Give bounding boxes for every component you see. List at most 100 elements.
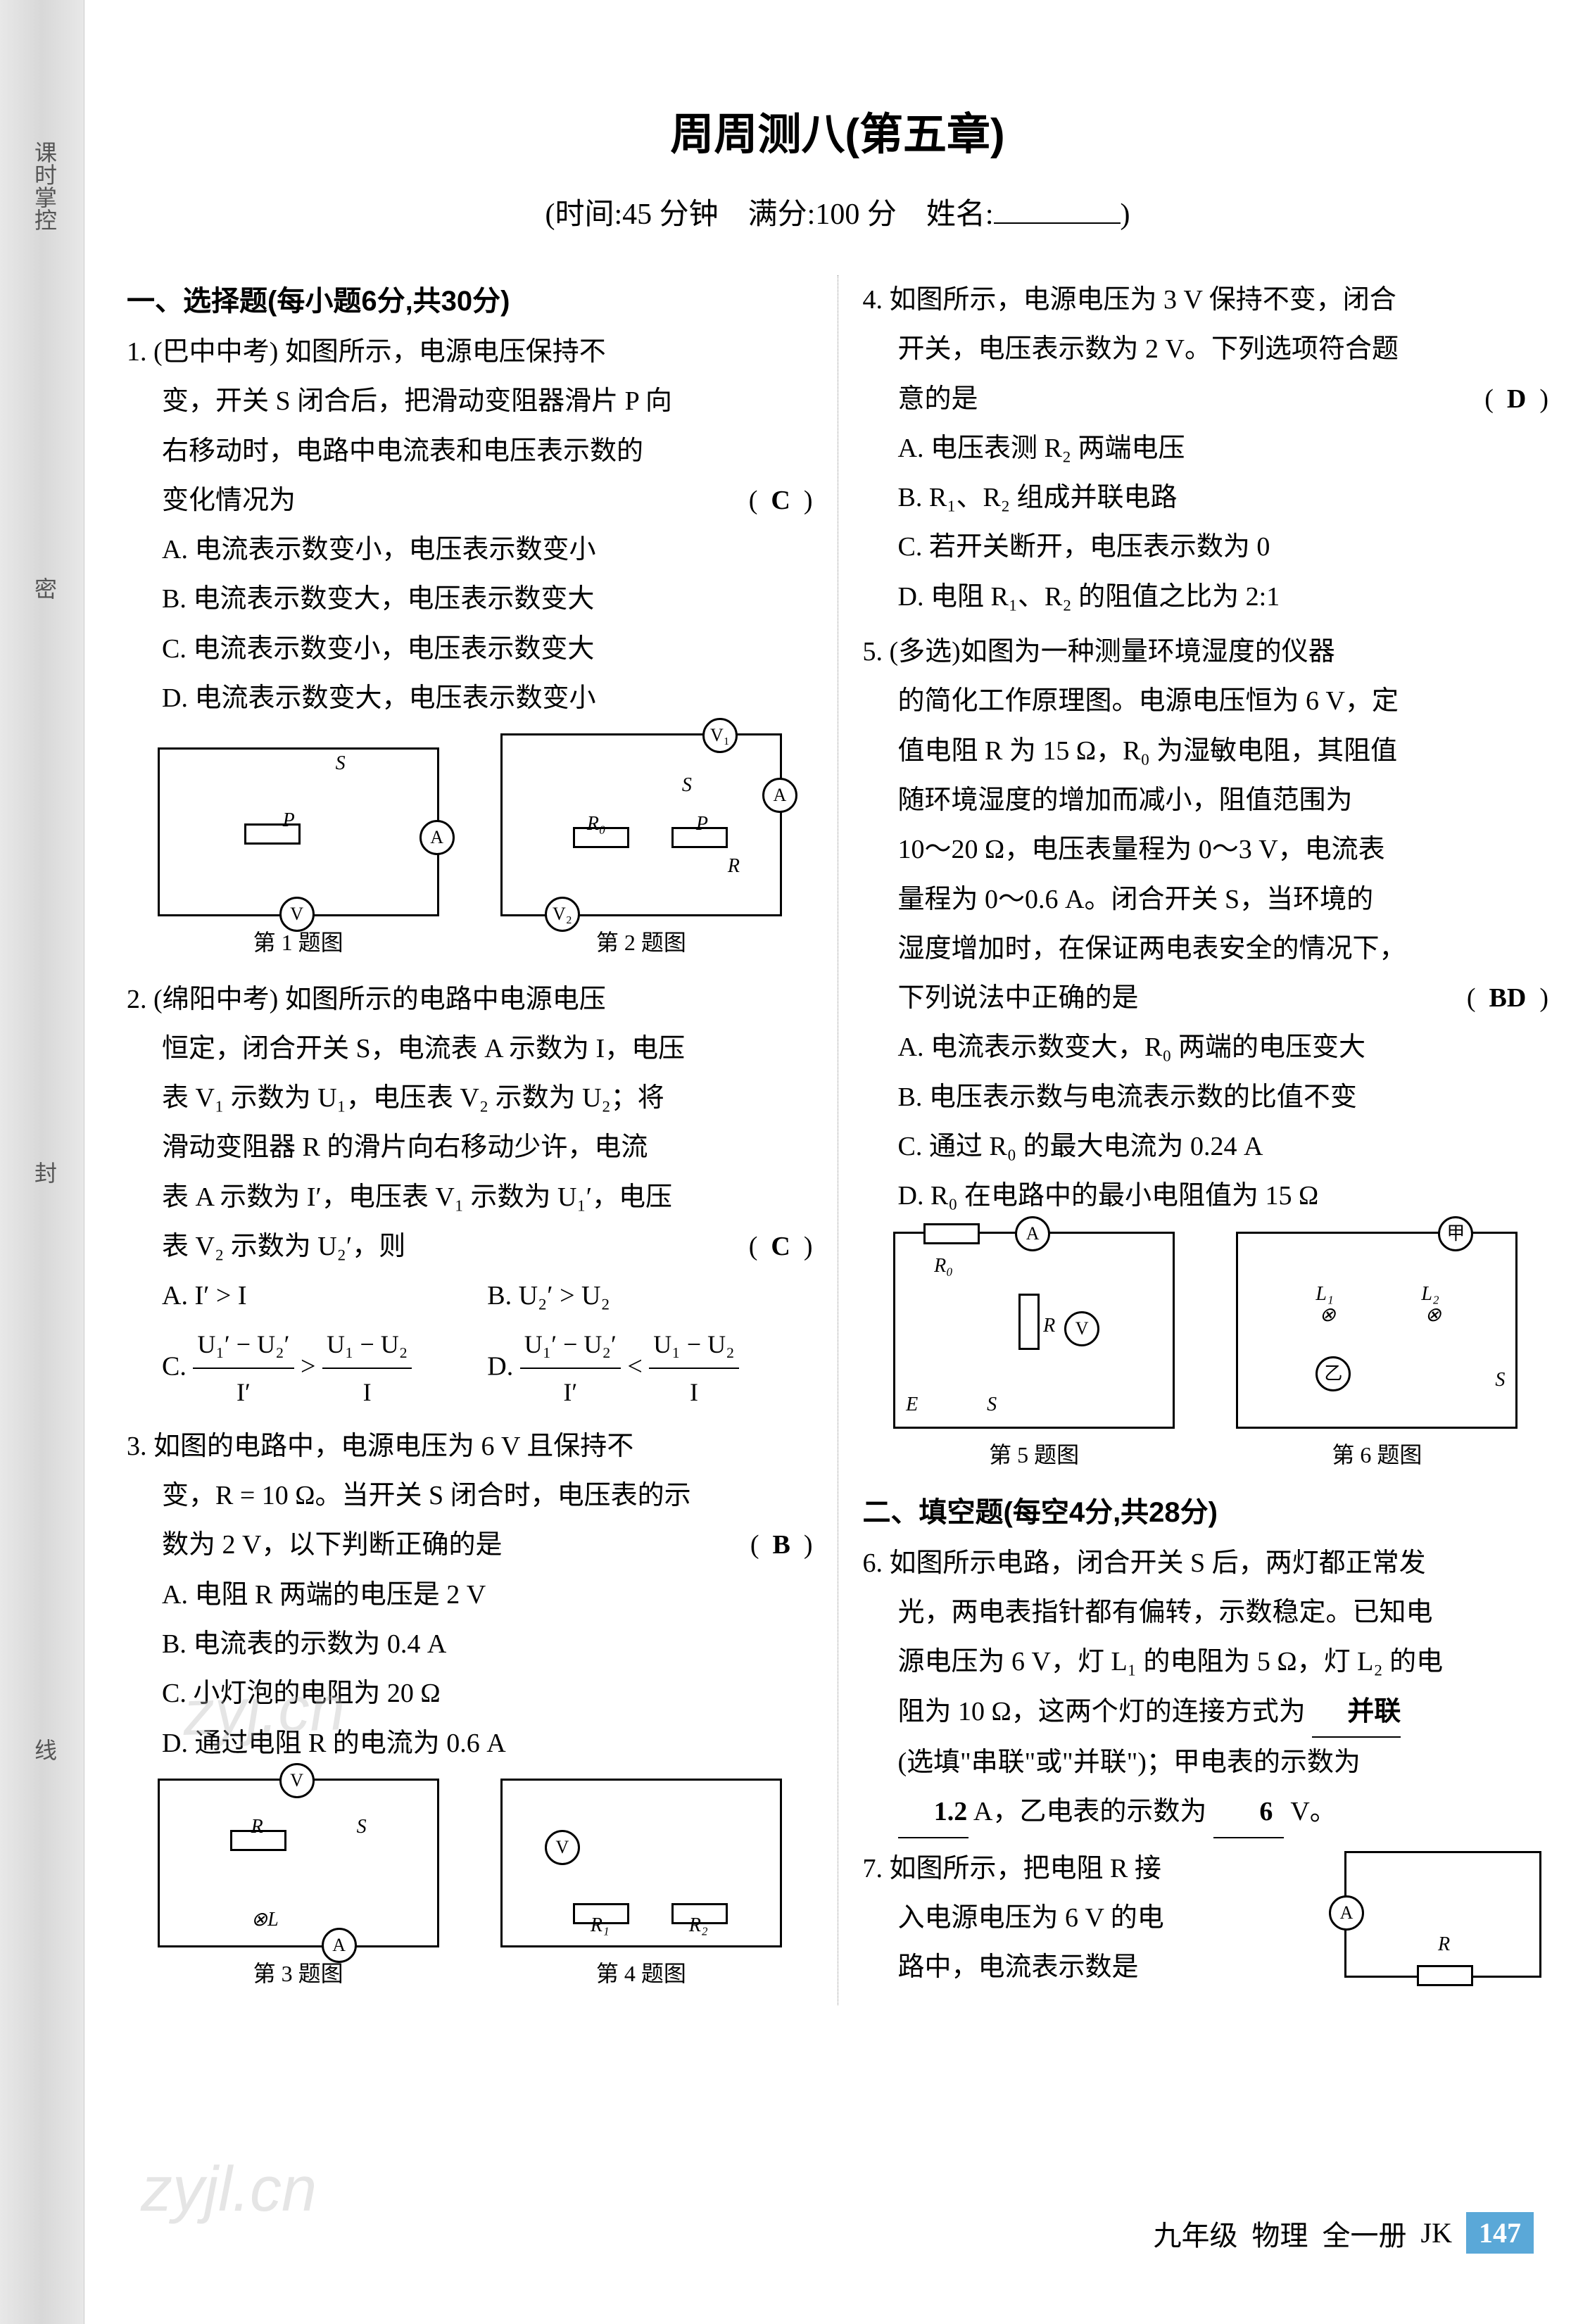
q1-line-c: 右移动时，电路中电流表和电压表示数的 xyxy=(127,427,813,476)
q4-line-a: 4. 如图所示，电源电压为 3 V 保持不变，闭合 xyxy=(863,275,1549,324)
voltmeter-icon: V xyxy=(279,1763,315,1798)
q1-answer-paren: ( C ) xyxy=(714,476,813,525)
q3-option-b: B. 电流表的示数为 0.4 A xyxy=(127,1619,813,1669)
q2d-f2d: I xyxy=(649,1369,738,1416)
label-s: S xyxy=(1495,1362,1505,1398)
q1-option-a: A. 电流表示数变小，电压表示数变小 xyxy=(127,525,813,574)
figure-6-box: 甲 乙 ⊗ L₁ ⊗ L₂ S 第 6 题图 xyxy=(1236,1232,1518,1476)
q5-option-c: C. 通过 R₀ 的最大电流为 0.24 A xyxy=(863,1122,1549,1171)
figure-4-box: V R₁ R₂ 第 4 题图 xyxy=(500,1779,782,1995)
q1-answer: C xyxy=(771,486,790,515)
label-l1-text: L₁ xyxy=(1315,1276,1333,1313)
q2-options-ab: A. I′ > I B. U₂′ > U₂ xyxy=(127,1271,813,1320)
figure-5-box: A V R₀ R E S 第 5 题图 xyxy=(893,1232,1175,1476)
q6-line-e: (选填"串联"或"并联")；甲电表的示数为 xyxy=(863,1738,1549,1787)
q3-line-b: 变，R = 10 Ω。当开关 S 闭合时，电压表的示 xyxy=(127,1471,813,1520)
question-1: 1. (巴中中考) 如图所示，电源电压保持不 变，开关 S 闭合后，把滑动变阻器… xyxy=(127,327,813,723)
question-6: 6. 如图所示电路，闭合开关 S 后，两灯都正常发 光，两电表指针都有偏转，示数… xyxy=(863,1539,1549,1838)
label-p: P xyxy=(696,806,708,842)
q2-option-a: A. I′ > I xyxy=(162,1271,487,1320)
label-l2-text: L₂ xyxy=(1421,1276,1439,1313)
figure-row-3-4: V A R S ⊗L 第 3 题图 V R₁ R₂ xyxy=(127,1779,813,1995)
q2c-f2d: I xyxy=(322,1369,412,1416)
q6-blank-2[interactable]: 1.2 xyxy=(898,1787,968,1838)
resistor-r-icon xyxy=(1018,1294,1040,1350)
label-r: R xyxy=(728,848,740,885)
q5-stem-end: 下列说法中正确的是 xyxy=(898,983,1139,1013)
voltmeter-v1-icon: V₁ xyxy=(702,718,738,753)
section-1-header: 一、选择题(每小题6分,共30分) xyxy=(127,275,813,327)
q2d-mid: < xyxy=(621,1351,649,1381)
q3-line-c: 数为 2 V，以下判断正确的是 ( B ) xyxy=(127,1520,813,1570)
q4-line-c: 意的是 ( D ) xyxy=(863,374,1549,424)
q3-option-c: C. 小灯泡的电阻为 20 Ω xyxy=(127,1669,813,1718)
figure-5-caption: 第 5 题图 xyxy=(893,1434,1175,1476)
two-column-layout: 一、选择题(每小题6分,共30分) 1. (巴中中考) 如图所示，电源电压保持不… xyxy=(127,275,1548,2005)
q2-answer-paren: ( C ) xyxy=(714,1222,813,1271)
q5-line-e: 10～20 Ω，电压表量程为 0～3 V，电流表 xyxy=(863,825,1549,874)
label-r2: R₂ xyxy=(689,1907,708,1944)
q6-line-c: 源电压为 6 V，灯 L₁ 的电阻为 5 Ω，灯 L₂ 的电 xyxy=(863,1637,1549,1686)
circuit-diagram-6: 甲 乙 ⊗ L₁ ⊗ L₂ S xyxy=(1236,1232,1518,1429)
q2-line-b: 恒定，闭合开关 S，电流表 A 示数为 I，电压 xyxy=(127,1024,813,1073)
figure-row-1-2: A V P S 第 1 题图 V₁ A V₂ R₀ xyxy=(127,733,813,964)
q4-option-d: D. 电阻 R₁、R₂ 的阻值之比为 2:1 xyxy=(863,572,1549,621)
q3-stem-end: 数为 2 V，以下判断正确的是 xyxy=(162,1530,502,1560)
q4-stem-end: 意的是 xyxy=(898,384,978,414)
q4-answer-paren: ( D ) xyxy=(1449,374,1548,424)
q3-line-a: 3. 如图的电路中，电源电压为 6 V 且保持不 xyxy=(127,1422,813,1471)
label-s: S xyxy=(357,1809,367,1845)
figure-3-box: V A R S ⊗L 第 3 题图 xyxy=(158,1779,439,1995)
q4-line-b: 开关，电压表示数为 2 V。下列选项符合题 xyxy=(863,324,1549,374)
circuit-diagram-2: V₁ A V₂ R₀ R P S xyxy=(500,733,782,916)
q6-line-f: 1.2 A，乙电表的示数为 6 V。 xyxy=(863,1787,1549,1838)
q2-line-a: 2. (绵阳中考) 如图所示的电路中电源电压 xyxy=(127,975,813,1024)
q1-option-c: C. 电流表示数变小，电压表示数变大 xyxy=(127,624,813,674)
resistor-r-icon xyxy=(1417,1965,1473,1986)
subtitle-close: ) xyxy=(1121,198,1130,231)
meter-jia-icon: 甲 xyxy=(1438,1216,1473,1251)
voltmeter-v2-icon: V₂ xyxy=(545,897,580,932)
q2c-frac1: U₁′ − U₂′I′ xyxy=(193,1321,294,1416)
circuit-diagram-1: A V P S xyxy=(158,747,439,916)
q6-line-b: 光，两电表指针都有偏转，示数稳定。已知电 xyxy=(863,1588,1549,1637)
name-blank[interactable] xyxy=(994,217,1121,224)
voltmeter-icon: V xyxy=(545,1830,580,1865)
q7-line-b: 入电源电压为 6 V 的电 xyxy=(863,1893,1313,1943)
ammeter-icon: A xyxy=(762,778,797,813)
right-column: 4. 如图所示，电源电压为 3 V 保持不变，闭合 开关，电压表示数为 2 V。… xyxy=(863,275,1549,2005)
q2d-f1n: U₁′ − U₂′ xyxy=(520,1321,621,1370)
q2-options-cd: C. U₁′ − U₂′I′ > U₁ − U₂I D. U₁′ − U₂′I′… xyxy=(127,1321,813,1416)
figure-row-5-6: A V R₀ R E S 第 5 题图 甲 乙 ⊗ xyxy=(863,1232,1549,1476)
question-7: 7. 如图所示，把电阻 R 接 入电源电压为 6 V 的电 路中，电流表示数是 … xyxy=(863,1844,1549,1993)
q3-answer: B xyxy=(772,1530,790,1560)
q2d-f2n: U₁ − U₂ xyxy=(649,1321,738,1370)
q5-line-h: 下列说法中正确的是 ( BD ) xyxy=(863,973,1549,1023)
q2d-pre: D. xyxy=(487,1351,519,1381)
question-5: 5. (多选)如图为一种测量环境湿度的仪器 的简化工作原理图。电源电压恒为 6 … xyxy=(863,627,1549,1221)
label-r0: R₀ xyxy=(934,1248,953,1284)
q5-line-b: 的简化工作原理图。电源电压恒为 6 V，定 xyxy=(863,676,1549,726)
q6-line-a: 6. 如图所示电路，闭合开关 S 后，两灯都正常发 xyxy=(863,1539,1549,1588)
q5-option-a: A. 电流表示数变大，R₀ 两端的电压变大 xyxy=(863,1023,1549,1072)
voltmeter-icon: V xyxy=(1064,1311,1099,1346)
q6-blank-3[interactable]: 6 xyxy=(1213,1787,1284,1838)
label-r: R xyxy=(1438,1926,1450,1963)
figure-3-caption: 第 3 题图 xyxy=(158,1953,439,1995)
q2-option-c: C. U₁′ − U₂′I′ > U₁ − U₂I xyxy=(162,1321,487,1416)
q1-option-d: D. 电流表示数变大，电压表示数变小 xyxy=(127,674,813,723)
q2-line-e: 表 A 示数为 I′，电压表 V₁ 示数为 U₁′，电压 xyxy=(127,1173,813,1222)
q2c-f1d: I′ xyxy=(193,1369,294,1416)
q5-line-d: 随环境湿度的增加而减小，阻值范围为 xyxy=(863,776,1549,825)
q6-blank-1[interactable]: 并联 xyxy=(1312,1687,1401,1738)
q4-option-b: B. R₁、R₂ 组成并联电路 xyxy=(863,473,1549,522)
footer-volume: 全一册 xyxy=(1323,2213,1407,2254)
left-column: 一、选择题(每小题6分,共30分) 1. (巴中中考) 如图所示，电源电压保持不… xyxy=(127,275,813,2005)
circuit-diagram-4: V R₁ R₂ xyxy=(500,1779,782,1947)
figure-2-caption: 第 2 题图 xyxy=(500,922,782,964)
q2-line-d: 滑动变阻器 R 的滑片向右移动少许，电流 xyxy=(127,1123,813,1172)
q3-answer-paren: ( B ) xyxy=(715,1520,813,1570)
q1-line-a: 1. (巴中中考) 如图所示，电源电压保持不 xyxy=(127,327,813,377)
label-r: R xyxy=(1043,1308,1055,1344)
label-r1: R₁ xyxy=(591,1907,610,1944)
